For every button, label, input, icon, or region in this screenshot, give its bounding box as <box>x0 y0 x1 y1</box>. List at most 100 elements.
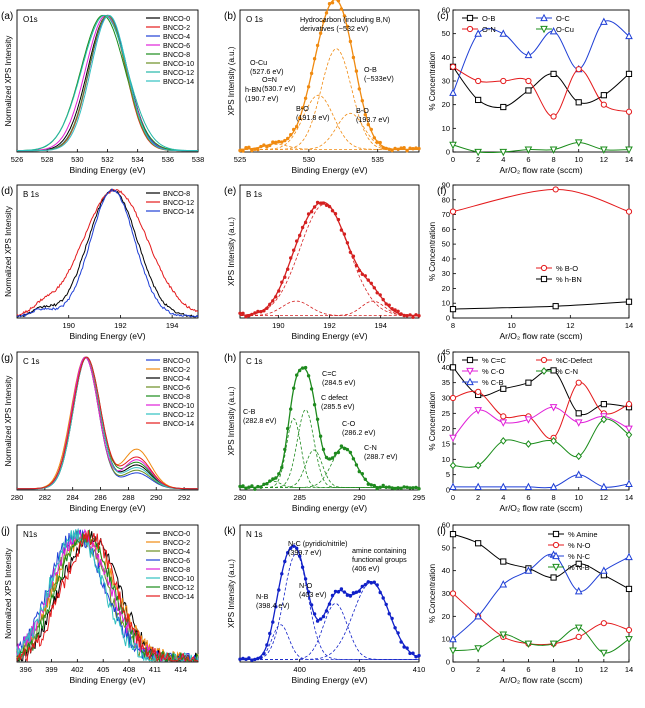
peak-label: B-O <box>356 106 369 115</box>
data-point <box>375 486 379 491</box>
legend-label: % N-C <box>568 552 591 561</box>
data-point <box>295 124 299 129</box>
x-tick-label: 0 <box>451 493 455 502</box>
data-marker <box>575 452 582 461</box>
legend-label: BNCO-10 <box>163 401 194 410</box>
x-tick-label: 405 <box>353 665 366 674</box>
panel-label: (f) <box>437 186 446 197</box>
data-marker <box>475 388 482 395</box>
data-point <box>366 278 370 282</box>
data-point <box>390 148 394 153</box>
panel-i: (i) 0 2 4 6 8 10 12 14 0 5 10 15 20 25 30 35 40 45 Ar/O₂ fl… <box>428 348 633 514</box>
data-point <box>333 212 338 216</box>
legend-label: % B-O <box>556 264 578 273</box>
peak-label-energy: (403 eV) <box>299 590 327 599</box>
data-marker <box>550 113 557 120</box>
panel-label: (j) <box>1 526 10 537</box>
peak-label: amine containing <box>352 546 406 555</box>
peak-label: C-B <box>243 407 256 416</box>
data-point <box>333 451 338 456</box>
data-point <box>259 310 263 314</box>
data-marker <box>600 482 608 491</box>
component-peak <box>240 300 419 316</box>
y-tick-label: 30 <box>442 269 450 278</box>
panel-inner-label: B 1s <box>23 190 39 199</box>
peak-label: N-O <box>299 581 313 590</box>
y-tick-label: 30 <box>442 589 450 598</box>
peak-label: O=N <box>262 75 277 84</box>
data-marker <box>625 425 633 433</box>
y-tick-label: 0 <box>446 148 450 157</box>
data-point <box>360 99 364 103</box>
data-marker <box>574 586 583 595</box>
data-point <box>295 239 299 243</box>
y-tick-label: 50 <box>442 29 450 38</box>
x-tick-label: 414 <box>175 665 188 674</box>
data-point <box>408 486 412 490</box>
x-tick-label: 10 <box>575 665 583 674</box>
data-point <box>244 314 248 319</box>
data-point <box>360 584 364 589</box>
data-point <box>393 486 397 491</box>
legend-label: % C-N <box>556 367 578 376</box>
data-point <box>411 315 415 319</box>
peak-label: C defect <box>321 393 348 402</box>
y-tick-label: 40 <box>442 254 450 263</box>
legend-label: % C-O <box>482 367 505 376</box>
data-marker <box>625 430 633 439</box>
data-point <box>241 149 245 153</box>
data-marker <box>550 574 557 581</box>
x-tick-label: 8 <box>551 665 555 674</box>
y-tick-label: 5 <box>446 470 450 479</box>
legend-marker <box>466 377 474 386</box>
data-point <box>363 583 367 587</box>
data-point <box>292 544 296 548</box>
legend-marker <box>540 367 548 375</box>
x-tick-label: 295 <box>413 493 426 502</box>
panel-label: (g) <box>1 353 13 364</box>
data-point <box>405 314 409 318</box>
data-marker <box>524 146 533 154</box>
x-tick-label: 534 <box>131 155 144 164</box>
data-point <box>378 590 382 595</box>
data-point <box>360 272 364 276</box>
data-point <box>312 205 317 209</box>
data-point <box>259 655 263 660</box>
component-peak <box>240 300 419 316</box>
peak-label-energy: (285.5 eV) <box>321 402 355 411</box>
data-marker <box>525 77 532 85</box>
data-point <box>262 652 266 656</box>
data-marker <box>625 626 633 634</box>
legend-label: BNCO-12 <box>163 583 194 592</box>
legend-label: BNCO-0 <box>163 14 190 23</box>
data-point <box>312 57 317 61</box>
data-marker <box>550 437 557 445</box>
panel-label: (b) <box>224 11 236 22</box>
data-point <box>253 147 257 151</box>
data-point <box>378 140 382 145</box>
legend-marker <box>552 563 560 572</box>
legend-label: BNCO-14 <box>163 207 194 216</box>
data-point <box>315 619 320 623</box>
data-point <box>411 486 415 490</box>
data-point <box>321 19 326 23</box>
data-marker <box>499 148 508 157</box>
panel-a: (a) O1s 526 528 530 532 534 536 538 Binding Energ… <box>1 9 204 175</box>
data-point <box>303 96 308 101</box>
x-tick-label: 10 <box>575 493 583 502</box>
legend-marker <box>466 25 474 33</box>
data-point <box>256 309 260 314</box>
data-point <box>292 248 296 252</box>
data-point <box>271 299 275 303</box>
x-axis-label: Ar/O₂ flow rate (sccm) <box>499 675 582 685</box>
data-point <box>384 602 388 607</box>
data-point <box>390 307 394 311</box>
x-tick-label: 12 <box>600 155 608 164</box>
data-point <box>384 485 388 489</box>
legend-label: O-C <box>556 14 570 23</box>
peak-label-energy: (527.6 eV) <box>250 67 284 76</box>
legend-label: BNCO-2 <box>163 365 190 374</box>
data-point <box>357 589 361 593</box>
data-marker <box>550 367 557 374</box>
